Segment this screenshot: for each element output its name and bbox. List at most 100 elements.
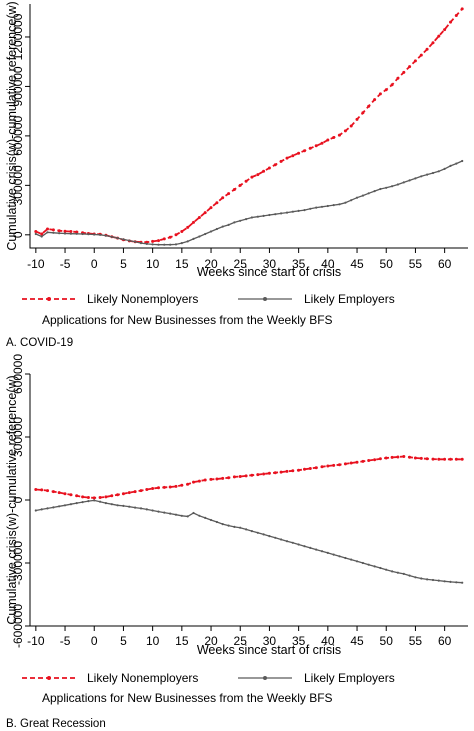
x-axis-title: Weeks since start of crisis xyxy=(197,265,341,279)
data-point-likely-nonemployers xyxy=(355,460,359,464)
data-point-likely-employers xyxy=(379,187,382,191)
data-point-likely-employers xyxy=(449,580,452,584)
x-tick-label: 35 xyxy=(292,634,306,648)
data-point-likely-employers xyxy=(233,525,236,529)
data-point-likely-nonemployers xyxy=(209,206,213,210)
data-point-likely-nonemployers xyxy=(308,467,312,470)
y-tick-label: -600000 xyxy=(11,604,25,648)
data-point-likely-employers xyxy=(198,514,201,517)
data-point-likely-employers xyxy=(361,561,364,565)
data-point-likely-employers xyxy=(81,501,84,504)
data-point-likely-nonemployers xyxy=(390,83,394,87)
data-point-likely-employers xyxy=(81,232,84,236)
data-point-likely-employers xyxy=(391,570,394,573)
data-point-likely-nonemployers xyxy=(396,455,400,459)
y-tick-label: 300000 xyxy=(11,165,25,205)
legend-marker-likely-employers xyxy=(263,297,267,301)
y-tick-label: 600000 xyxy=(11,116,25,156)
data-point-likely-employers xyxy=(221,225,224,228)
data-point-likely-employers xyxy=(63,232,67,235)
data-point-likely-nonemployers xyxy=(413,59,417,63)
data-point-likely-nonemployers xyxy=(57,229,61,233)
data-point-likely-employers xyxy=(408,179,411,182)
y-tick-label: 1200000 xyxy=(11,13,25,60)
data-point-likely-employers xyxy=(174,513,178,516)
legend-marker-likely-employers xyxy=(263,676,267,680)
data-point-likely-employers xyxy=(157,510,160,513)
data-point-likely-nonemployers xyxy=(419,53,423,57)
data-point-likely-employers xyxy=(414,576,417,579)
data-point-likely-employers xyxy=(320,205,324,208)
data-point-likely-employers xyxy=(315,548,318,551)
data-point-likely-employers xyxy=(280,538,283,541)
data-point-likely-nonemployers xyxy=(437,34,441,38)
data-point-likely-nonemployers xyxy=(168,235,172,239)
x-tick-label: 50 xyxy=(380,634,394,648)
data-point-likely-nonemployers xyxy=(332,463,336,467)
data-point-likely-employers xyxy=(274,536,277,539)
data-point-likely-employers xyxy=(385,568,388,571)
data-point-likely-nonemployers xyxy=(162,485,166,489)
data-point-likely-employers xyxy=(315,206,318,209)
x-tick-label: 50 xyxy=(380,257,394,271)
data-point-likely-nonemployers xyxy=(69,493,73,497)
data-point-likely-nonemployers xyxy=(326,464,330,468)
data-point-likely-nonemployers xyxy=(454,14,458,17)
x-tick-label: -10 xyxy=(27,257,45,271)
legend: Likely Nonemployers Likely Employers xyxy=(22,292,395,306)
data-point-likely-employers xyxy=(297,543,300,546)
data-point-likely-nonemployers xyxy=(285,156,289,160)
data-point-likely-employers xyxy=(373,565,376,568)
data-point-likely-employers xyxy=(350,199,353,202)
data-point-likely-employers xyxy=(157,243,160,246)
x-tick-label: 5 xyxy=(120,634,127,648)
data-point-likely-nonemployers xyxy=(227,192,231,196)
data-point-likely-nonemployers xyxy=(57,491,61,495)
data-point-likely-employers xyxy=(63,504,67,507)
data-point-likely-employers xyxy=(338,203,341,206)
x-tick-label: 20 xyxy=(204,634,218,648)
data-point-likely-employers xyxy=(268,535,271,538)
x-tick-label: 20 xyxy=(204,257,218,271)
data-point-likely-nonemployers xyxy=(384,88,388,92)
data-point-likely-nonemployers xyxy=(250,473,254,477)
data-point-likely-nonemployers xyxy=(320,141,324,145)
data-point-likely-nonemployers xyxy=(51,228,55,232)
data-point-likely-nonemployers xyxy=(384,456,388,460)
data-point-likely-employers xyxy=(204,516,207,520)
data-point-likely-nonemployers xyxy=(297,468,301,472)
data-point-likely-employers xyxy=(134,240,137,243)
data-point-likely-employers xyxy=(46,231,49,234)
x-tick-label: 15 xyxy=(175,634,189,648)
data-point-likely-nonemployers xyxy=(92,496,96,500)
data-point-likely-employers xyxy=(104,502,107,505)
data-point-likely-employers xyxy=(373,190,376,193)
data-point-likely-nonemployers xyxy=(425,457,429,461)
data-point-likely-employers xyxy=(116,504,119,507)
data-point-likely-nonemployers xyxy=(110,494,114,498)
data-point-likely-employers xyxy=(268,213,271,217)
data-point-likely-nonemployers xyxy=(63,229,67,233)
x-tick-label: 60 xyxy=(438,634,452,648)
data-point-likely-employers xyxy=(285,211,289,214)
data-point-likely-nonemployers xyxy=(238,183,242,187)
data-point-likely-nonemployers xyxy=(431,41,435,45)
data-point-likely-employers xyxy=(52,231,55,234)
data-point-likely-nonemployers xyxy=(209,477,213,481)
data-point-likely-employers xyxy=(87,233,90,236)
data-point-likely-employers xyxy=(344,201,347,204)
x-tick-label: 60 xyxy=(438,257,452,271)
data-point-likely-employers xyxy=(180,514,183,517)
data-point-likely-nonemployers xyxy=(402,455,406,458)
data-point-likely-employers xyxy=(169,512,172,515)
data-point-likely-nonemployers xyxy=(121,492,125,496)
data-point-likely-employers xyxy=(186,515,189,518)
data-point-likely-nonemployers xyxy=(349,461,353,465)
data-point-likely-nonemployers xyxy=(34,230,38,233)
data-point-likely-nonemployers xyxy=(308,146,312,150)
data-point-likely-employers xyxy=(46,507,49,510)
data-point-likely-nonemployers xyxy=(419,456,423,460)
data-point-likely-employers xyxy=(332,553,335,556)
data-point-likely-employers xyxy=(75,232,78,235)
